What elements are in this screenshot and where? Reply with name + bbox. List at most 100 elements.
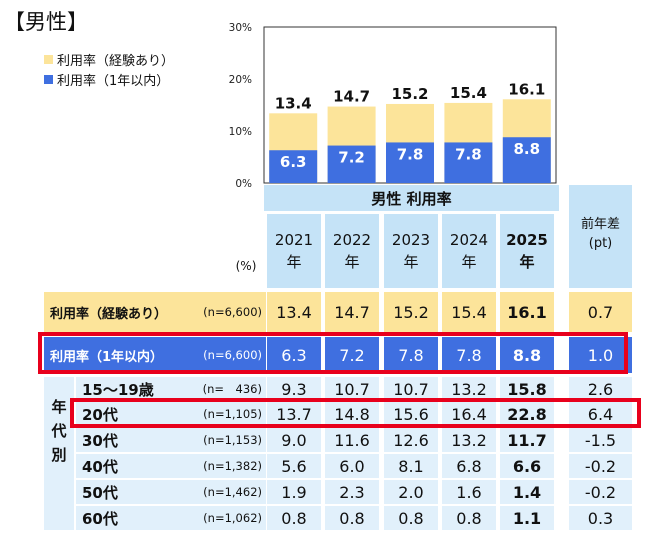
- year-header-suffix: 年: [286, 253, 302, 271]
- table-cell: 7.8: [384, 337, 438, 373]
- age-group-char: 年: [51, 398, 67, 416]
- table-cell: 13.2: [442, 428, 496, 452]
- table-cell: 10.7: [325, 377, 379, 401]
- bar-within-year: [327, 145, 376, 183]
- diff-cell: -1.5: [569, 428, 632, 452]
- bar-label-within-year: 7.2: [338, 149, 365, 167]
- year-header-year: 2024: [449, 231, 489, 249]
- row-n-count: (n=6,600): [186, 292, 266, 332]
- table-cell: 0.8: [267, 506, 321, 530]
- table-cell: 14.7: [325, 292, 379, 332]
- diff-cell: -0.2: [569, 480, 632, 504]
- year-header: 2025 年: [500, 214, 554, 288]
- age-group-char: 別: [51, 446, 67, 464]
- table-cell: 14.8: [325, 402, 379, 426]
- year-header-year: 2025: [506, 231, 548, 249]
- row-label: 20代: [76, 402, 186, 426]
- row-n-count: (n=1,462): [186, 480, 266, 504]
- row-label: 利用率（経験あり）: [44, 292, 194, 332]
- unit-label: (%): [235, 259, 257, 273]
- year-header-year: 2021: [274, 231, 314, 249]
- table-cell: 1.9: [267, 480, 321, 504]
- row-n-count: (n= 436): [186, 377, 266, 401]
- diff-header-line2: (pt): [588, 236, 613, 251]
- bar-within-year: [386, 142, 434, 183]
- row-label: 15～19歳: [76, 377, 186, 401]
- bar-label-experience: 15.4: [450, 84, 487, 102]
- table-cell: 22.8: [500, 402, 554, 426]
- table-cell: 11.6: [325, 428, 379, 452]
- bar-within-year: [502, 137, 551, 183]
- table-cell: 13.4: [267, 292, 321, 332]
- year-header-suffix: 年: [344, 253, 360, 271]
- row-n-count: (n=1,382): [186, 454, 266, 478]
- table-cell: 2.3: [325, 480, 379, 504]
- year-header-suffix: 年: [461, 253, 477, 271]
- year-header-suffix: 年: [519, 253, 535, 271]
- bar-label-experience: 14.7: [333, 88, 370, 106]
- page-title: 【男性】: [4, 10, 88, 34]
- bar-within-year: [444, 142, 493, 183]
- legend-label-experience: 利用率（経験あり）: [57, 54, 175, 69]
- table-cell: 16.4: [442, 402, 496, 426]
- table-cell: 15.4: [442, 292, 496, 332]
- row-n-count: (n=1,062): [186, 506, 266, 530]
- legend-swatch-experience: [44, 55, 53, 64]
- y-tick-label: 0%: [235, 178, 252, 190]
- table-cell: 0.8: [442, 506, 496, 530]
- table-cell: 6.6: [500, 454, 554, 478]
- highlight-box-within-year: [38, 332, 628, 374]
- year-header: 2022 年: [325, 214, 379, 288]
- age-group-char: 代: [51, 422, 67, 440]
- table-cell: 15.8: [500, 377, 554, 401]
- table-cell: 7.2: [325, 337, 379, 373]
- y-tick-label: 30%: [229, 22, 252, 34]
- bar-label-within-year: 7.8: [455, 145, 482, 163]
- table-group-title: 男性 利用率: [264, 185, 559, 211]
- diff-cell: 1.0: [569, 337, 632, 373]
- y-tick-label: 20%: [229, 74, 252, 86]
- legend-item-within-year: 利用率（1年以内）: [44, 70, 169, 89]
- diff-cell: -0.2: [569, 454, 632, 478]
- bar-label-experience: 13.4: [275, 94, 312, 112]
- table-cell: 1.1: [500, 506, 554, 530]
- diff-cell: 2.6: [569, 377, 632, 401]
- table-cell: 0.8: [325, 506, 379, 530]
- year-header-year: 2023: [391, 231, 431, 249]
- year-header: 2024 年: [442, 214, 496, 288]
- legend-item-experience: 利用率（経験あり）: [44, 50, 174, 69]
- table-cell: 8.1: [384, 454, 438, 478]
- table-cell: 0.8: [384, 506, 438, 530]
- diff-cell: 0.7: [569, 292, 632, 332]
- table-cell: 11.7: [500, 428, 554, 452]
- table-cell: 2.0: [384, 480, 438, 504]
- table-cell: 10.7: [384, 377, 438, 401]
- table-cell: 6.8: [442, 454, 496, 478]
- row-label: 40代: [76, 454, 186, 478]
- bar-label-within-year: 6.3: [280, 153, 307, 171]
- bar-label-experience: 16.1: [508, 80, 545, 98]
- table-cell: 16.1: [500, 292, 554, 332]
- bar-label-within-year: 8.8: [514, 140, 541, 158]
- row-n-count: (n=6,600): [186, 337, 266, 373]
- table-cell: 15.6: [384, 402, 438, 426]
- table-cell: 12.6: [384, 428, 438, 452]
- year-header-year: 2022: [332, 231, 372, 249]
- table-cell: 1.6: [442, 480, 496, 504]
- row-n-count: (n=1,105): [186, 402, 266, 426]
- bar-label-within-year: 7.8: [397, 145, 424, 163]
- year-header: 2023 年: [384, 214, 438, 288]
- table-cell: 1.4: [500, 480, 554, 504]
- table-cell: 8.8: [500, 337, 554, 373]
- legend-swatch-within-year: [44, 75, 53, 84]
- table-cell: 6.3: [267, 337, 321, 373]
- table-cell: 9.0: [267, 428, 321, 452]
- row-label: 50代: [76, 480, 186, 504]
- y-tick-label: 10%: [229, 126, 252, 138]
- diff-cell: 0.3: [569, 506, 632, 530]
- row-label: 利用率（1年以内）: [44, 337, 194, 373]
- bar-label-experience: 15.2: [391, 85, 428, 103]
- year-header-suffix: 年: [403, 253, 419, 271]
- legend-label-within-year: 利用率（1年以内）: [57, 74, 170, 89]
